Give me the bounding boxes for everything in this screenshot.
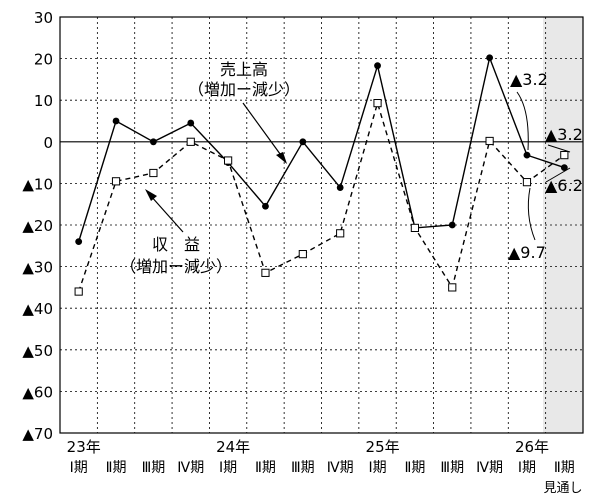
x-tick-label: Ⅳ期 [177, 460, 204, 476]
x-tick-label: Ⅱ期 [404, 460, 425, 476]
sales-line [78, 55, 565, 242]
profit-point [522, 178, 532, 187]
x-tick-label: Ⅳ期 [327, 460, 354, 476]
profit-point [448, 283, 457, 292]
x-tick-label: Ⅲ期 [440, 460, 464, 476]
sales-point [299, 138, 307, 146]
y-axis-ticks: 30 20 10 0 ▲10 ▲20 ▲30 ▲40 ▲50 ▲60 ▲70 [22, 9, 53, 443]
y-tick-label: 0 [43, 134, 53, 152]
profit-point [74, 287, 83, 296]
x-axis-ticks: Ⅰ期 Ⅱ期 Ⅲ期 Ⅳ期 Ⅰ期 Ⅱ期 Ⅲ期 Ⅳ期 Ⅰ期 Ⅱ期 Ⅲ期 Ⅳ期 Ⅰ期 Ⅱ期 23年 24年 25年 26年 [67, 438, 575, 476]
y-tick-label: 10 [34, 92, 53, 110]
y-tick-label: 20 [34, 51, 53, 69]
x-tick-label: Ⅰ期 [70, 460, 88, 476]
profit-q2-value-label: ▲3.2 [545, 125, 583, 144]
profit-point [186, 137, 195, 146]
sales-label-arrow [242, 102, 284, 159]
year-label: 24年 [216, 438, 250, 456]
series-layer [74, 54, 569, 296]
sales-point [112, 117, 120, 125]
x-tick-label: Ⅱ期 [106, 460, 127, 476]
year-label: 23年 [67, 438, 101, 456]
grid [60, 17, 583, 433]
forecast-label: 見通し [543, 481, 582, 495]
sales-label-arrowhead [276, 152, 287, 164]
sales-series-label-line1: 売上高 [220, 60, 268, 79]
sales-point [262, 202, 269, 210]
year-label: 25年 [366, 438, 400, 456]
sales-point [187, 119, 195, 127]
sales-q1-leader [516, 91, 529, 151]
x-tick-label: Ⅱ期 [554, 460, 575, 476]
annotations: 売上高 （増加ー減少） 収 益 （増加ー減少） ▲3.2 ▲3.2 ▲6.2 ▲… [120, 60, 583, 276]
y-tick-label: 30 [34, 9, 53, 27]
profit-q1-leader [527, 187, 536, 241]
y-tick-label: ▲50 [22, 342, 53, 360]
profit-label-arrow [149, 194, 184, 233]
profit-point [149, 168, 158, 178]
x-tick-label: Ⅲ期 [142, 460, 166, 476]
sales-point [75, 238, 83, 246]
plot-frame [59, 16, 584, 434]
profit-series-label-line2: （増加ー減少） [120, 257, 232, 276]
sales-q2-leader [545, 167, 571, 183]
profit-q1-value-label: ▲9.7 [508, 243, 546, 262]
sales-point [486, 54, 494, 62]
x-tick-label: Ⅰ期 [368, 460, 386, 476]
sales-point [448, 221, 456, 229]
sales-point [149, 138, 157, 146]
x-tick-label: Ⅰ期 [518, 460, 536, 476]
profit-label-arrowhead [145, 189, 157, 201]
sales-series-label-line2: （増加ー減少） [188, 80, 300, 99]
profit-point [298, 250, 307, 259]
profit-point [410, 223, 419, 233]
profit-point [485, 136, 494, 146]
profit-q2-leader [547, 144, 571, 153]
profit-point [224, 156, 233, 165]
x-tick-label: Ⅰ期 [219, 460, 237, 476]
profit-line [78, 100, 565, 292]
y-tick-label: ▲60 [22, 383, 53, 401]
y-tick-label: ▲10 [22, 175, 53, 193]
sales-point [523, 151, 531, 159]
sales-point [336, 184, 344, 191]
year-label: 26年 [515, 438, 549, 456]
sales-q1-value-label: ▲3.2 [510, 70, 548, 89]
profit-point [111, 177, 121, 186]
sales-point [560, 164, 568, 171]
profit-series-label-line1: 収 益 [152, 235, 200, 254]
profit-point [261, 268, 270, 277]
profit-point [560, 151, 569, 160]
x-tick-label: Ⅲ期 [291, 460, 315, 476]
sales-q2-value-label: ▲6.2 [545, 176, 583, 195]
sales-point [374, 62, 381, 70]
y-tick-label: ▲20 [22, 217, 53, 235]
x-tick-label: Ⅳ期 [476, 460, 503, 476]
y-tick-label: ▲40 [22, 300, 53, 318]
profit-point [336, 229, 345, 238]
profit-point [373, 99, 382, 108]
x-tick-label: Ⅱ期 [255, 460, 276, 476]
y-tick-label: ▲70 [22, 425, 53, 443]
y-tick-label: ▲30 [22, 259, 53, 277]
